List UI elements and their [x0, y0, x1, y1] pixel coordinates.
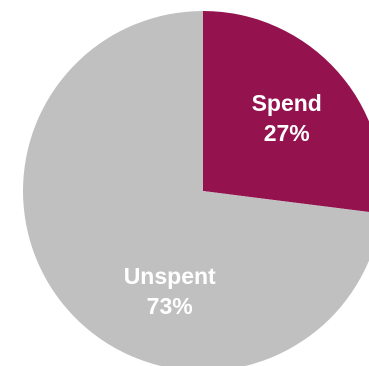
slice-unspent [23, 11, 369, 366]
slice-spend [203, 11, 369, 212]
slice-value-unspent: 73% [147, 293, 193, 319]
slice-label-unspent: Unspent [124, 263, 216, 289]
slice-value-spend: 27% [264, 120, 310, 146]
slice-label-spend: Spend [252, 90, 322, 116]
